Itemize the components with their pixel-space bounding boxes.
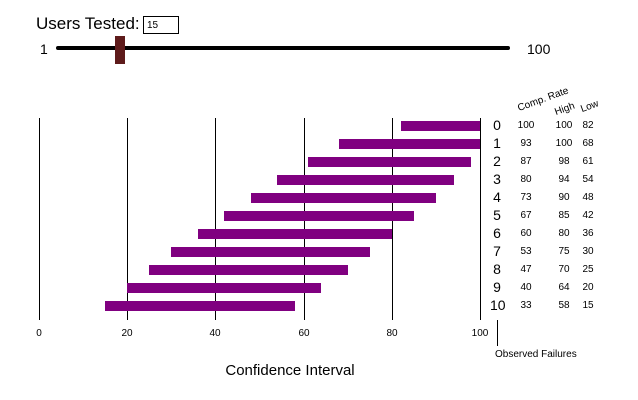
- table-cell-low: 42: [582, 210, 594, 221]
- table-cell-high: 75: [558, 246, 570, 257]
- table-cell-comp: 33: [520, 300, 532, 311]
- users-tested-label: Users Tested:: [36, 14, 140, 33]
- observed-failures-axis-line: [497, 320, 498, 346]
- confidence-interval-title: Confidence Interval: [225, 362, 355, 379]
- table-cell-comp: 60: [520, 228, 532, 239]
- table-cell-low: 82: [582, 120, 594, 131]
- interval-bar: [224, 211, 414, 221]
- table-cell-high: 70: [558, 264, 570, 275]
- users-slider-track[interactable]: [56, 46, 510, 50]
- users-tested-input[interactable]: [143, 16, 179, 34]
- x-tick-label: 20: [121, 328, 133, 339]
- failures-row-label: 7: [493, 243, 501, 259]
- table-cell-comp: 80: [520, 174, 532, 185]
- interval-bar: [171, 247, 370, 257]
- table-cell-comp: 47: [520, 264, 532, 275]
- interval-bar: [105, 301, 295, 311]
- table-cell-high: 94: [558, 174, 570, 185]
- interval-bar: [250, 193, 436, 203]
- failures-row-label: 3: [493, 171, 501, 187]
- header-high: High: [553, 100, 577, 118]
- table-cell-low: 36: [582, 228, 594, 239]
- failures-row-label: 6: [493, 225, 501, 241]
- interval-bar: [149, 265, 348, 275]
- failures-row-label: 5: [493, 207, 501, 223]
- observed-failures-label: Observed Failures: [495, 349, 577, 360]
- failures-row-label: 1: [493, 135, 501, 151]
- table-cell-low: 15: [582, 300, 594, 311]
- failures-row-label: 2: [493, 153, 501, 169]
- table-cell-comp: 93: [520, 138, 532, 149]
- table-cell-comp: 73: [520, 192, 532, 203]
- table-cell-high: 98: [558, 156, 570, 167]
- x-tick-label: 40: [209, 328, 221, 339]
- table-cell-high: 58: [558, 300, 570, 311]
- table-cell-low: 54: [582, 174, 594, 185]
- x-tick-label: 0: [36, 328, 42, 339]
- table-cell-high: 64: [558, 282, 570, 293]
- table-cell-comp: 100: [517, 120, 535, 131]
- table-cell-low: 48: [582, 192, 594, 203]
- table-cell-comp: 87: [520, 156, 532, 167]
- slider-min-label: 1: [40, 41, 48, 57]
- table-cell-high: 85: [558, 210, 570, 221]
- table-cell-low: 25: [582, 264, 594, 275]
- x-tick-label: 100: [471, 328, 489, 339]
- table-cell-comp: 53: [520, 246, 532, 257]
- failures-row-label: 9: [493, 279, 501, 295]
- failures-row-label: 0: [493, 117, 501, 133]
- table-cell-comp: 40: [520, 282, 532, 293]
- table-cell-high: 100: [555, 138, 573, 149]
- table-cell-high: 90: [558, 192, 570, 203]
- interval-bar: [197, 229, 392, 239]
- interval-bar: [308, 157, 472, 167]
- table-cell-high: 100: [555, 120, 573, 131]
- table-cell-low: 61: [582, 156, 594, 167]
- interval-bar: [400, 121, 480, 131]
- interval-bar: [127, 283, 322, 293]
- table-cell-low: 30: [582, 246, 594, 257]
- gridline-40: [215, 118, 216, 320]
- interval-bar: [338, 139, 480, 149]
- interval-bar: [277, 175, 454, 185]
- x-tick-label: 80: [386, 328, 398, 339]
- table-cell-comp: 67: [520, 210, 532, 221]
- header-low: Low: [579, 98, 601, 115]
- x-tick-label: 60: [298, 328, 310, 339]
- failures-row-label: 10: [490, 297, 506, 313]
- table-cell-low: 20: [582, 282, 594, 293]
- table-cell-high: 80: [558, 228, 570, 239]
- table-cell-low: 68: [582, 138, 594, 149]
- gridline-100: [480, 118, 481, 320]
- failures-row-label: 8: [493, 261, 501, 277]
- failures-row-label: 4: [493, 189, 501, 205]
- slider-max-label: 100: [527, 41, 551, 57]
- users-slider-thumb[interactable]: [115, 36, 125, 64]
- gridline-0: [39, 118, 40, 320]
- gridline-20: [127, 118, 128, 320]
